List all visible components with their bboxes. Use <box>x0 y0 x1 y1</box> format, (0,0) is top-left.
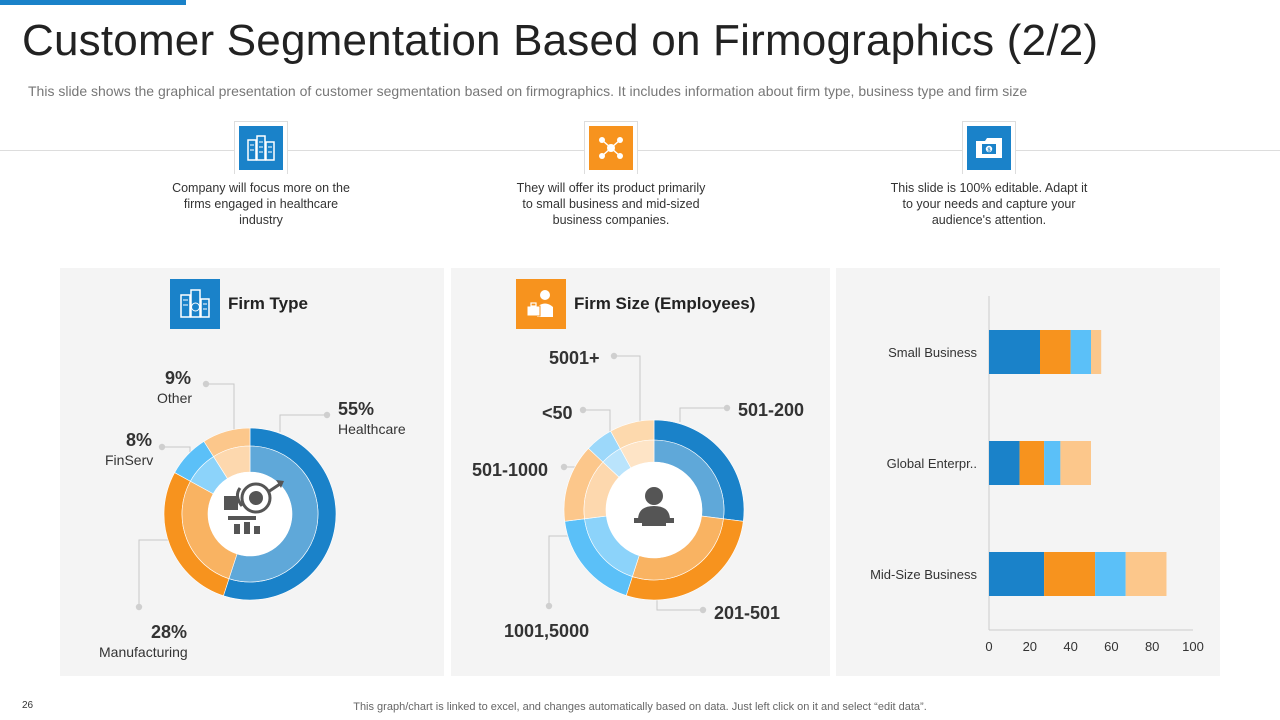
feature-text: This slide is 100% editable. Adapt it to… <box>890 181 1088 227</box>
bar-x-tick-label: 20 <box>1023 639 1037 654</box>
leader-other-dot <box>202 380 210 388</box>
feature-text: They will offer its product primarily to… <box>516 181 706 227</box>
firm-type-title: Firm Type <box>228 294 308 313</box>
svg-text:$: $ <box>987 148 990 154</box>
leader-1001-5000 <box>548 535 568 606</box>
bar-segment-global-enterpr-series-1[interactable] <box>989 441 1020 485</box>
bar-x-tick-label: 40 <box>1063 639 1077 654</box>
firm-size-header: Firm Size (Employees) <box>516 279 755 329</box>
bar-category-label: Global Enterpr.. <box>887 456 977 471</box>
bar-x-tick-label: 60 <box>1104 639 1118 654</box>
bar-segment-small-business-series-4[interactable] <box>1091 330 1102 374</box>
leader-201-501 <box>656 597 703 611</box>
leader-5001-plus <box>614 355 641 424</box>
firm-size-title: Firm Size (Employees) <box>574 294 756 313</box>
leader-manufacturing <box>138 539 172 607</box>
bar-category-label: Small Business <box>888 345 977 360</box>
bar-segment-global-enterpr-series-3[interactable] <box>1044 441 1061 485</box>
businessman-icon <box>516 279 566 329</box>
footnote: This graph/chart is linked to excel, and… <box>353 701 927 713</box>
label-other-pct: 9% <box>165 368 192 388</box>
feature-text: Company will focus more on the firms eng… <box>172 181 350 227</box>
building-icon <box>239 126 283 170</box>
bar-x-tick-label: 80 <box>1145 639 1159 654</box>
leader-501-200-dot <box>723 404 731 412</box>
label-manufacturing-pct: 28% <box>151 622 188 642</box>
analytics-gear-icon <box>224 480 284 534</box>
bar-segment-mid-size-business-series-1[interactable] <box>989 552 1045 596</box>
bar-category-label: Mid-Size Business <box>870 567 977 582</box>
label-501-1000: 501-1000 <box>472 460 549 480</box>
bar-segment-small-business-series-3[interactable] <box>1070 330 1091 374</box>
bar-segment-mid-size-business-series-4[interactable] <box>1125 552 1167 596</box>
label-201-501: 201-501 <box>714 603 781 623</box>
accent-bar <box>0 0 186 5</box>
donut-hole <box>208 472 292 556</box>
office-buildings-icon <box>170 279 220 329</box>
bar-segment-global-enterpr-series-2[interactable] <box>1019 441 1045 485</box>
speaker-at-podium-icon <box>634 487 674 526</box>
page-title: Customer Segmentation Based on Firmograp… <box>22 16 1099 65</box>
bar-segment-small-business-series-1[interactable] <box>989 330 1040 374</box>
bar-x-tick-label: 100 <box>1182 639 1204 654</box>
feature-editable: $ This slide is 100% editable. Adapt it … <box>889 121 1089 228</box>
leader-healthcare <box>279 414 327 432</box>
page-subtitle: This slide shows the graphical presentat… <box>28 83 1028 99</box>
bar-segment-global-enterpr-series-4[interactable] <box>1060 441 1091 485</box>
label-1001-5000: 1001,5000 <box>504 621 590 641</box>
leader-501-200 <box>679 407 727 422</box>
leader-healthcare-dot <box>323 411 331 419</box>
label-under-50: <50 <box>542 403 573 423</box>
money-folder-icon: $ <box>967 126 1011 170</box>
bar-segment-small-business-series-2[interactable] <box>1040 330 1071 374</box>
network-icon <box>589 126 633 170</box>
bar-segment-mid-size-business-series-2[interactable] <box>1044 552 1096 596</box>
leader-201-501-dot <box>699 606 707 614</box>
label-finserv: FinServ <box>105 452 154 468</box>
bar-x-tick-label: 0 <box>985 639 992 654</box>
leader-under-50 <box>583 409 611 433</box>
feature-healthcare: Company will focus more on the firms eng… <box>161 121 361 228</box>
leader-501-1000-dot <box>560 463 568 471</box>
label-501-200: 501-200 <box>738 400 805 420</box>
page-number: 26 <box>22 700 34 711</box>
leader-finserv-dot <box>158 443 166 451</box>
leader-1001-5000-dot <box>545 602 553 610</box>
label-5001-plus: 5001+ <box>549 348 600 368</box>
label-manufacturing: Manufacturing <box>99 644 188 660</box>
label-other: Other <box>157 390 193 406</box>
leader-5001-plus-dot <box>610 352 618 360</box>
leader-manufacturing-dot <box>135 603 143 611</box>
label-finserv-pct: 8% <box>126 430 153 450</box>
feature-small-business: They will offer its product primarily to… <box>511 121 711 228</box>
divider <box>0 150 1280 151</box>
leader-under-50-dot <box>579 406 587 414</box>
bar-segment-mid-size-business-series-3[interactable] <box>1095 552 1126 596</box>
label-healthcare-pct: 55% <box>338 399 375 419</box>
firm-type-header: Firm Type <box>170 279 308 329</box>
leader-other <box>206 383 235 432</box>
label-healthcare: Healthcare <box>338 421 406 437</box>
